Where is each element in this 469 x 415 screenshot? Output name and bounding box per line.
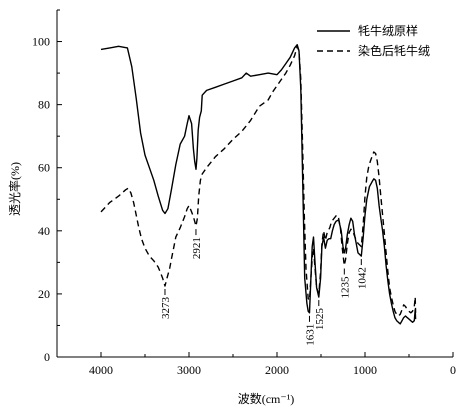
y-tick-label: 60: [38, 161, 50, 175]
legend: 牦牛绒原样 染色后牦牛绒: [317, 23, 430, 58]
annotation-label: 1631: [305, 324, 317, 346]
legend-label-original: 牦牛绒原样: [358, 23, 418, 38]
axes: 4000 3000 2000 1000 0 0 20 40 60 80 100: [32, 9, 456, 377]
y-tick-label: 100: [32, 35, 50, 49]
x-tick-label: 3000: [177, 363, 201, 377]
annotation-label: 2921: [191, 237, 203, 259]
annotation-label: 1525: [314, 308, 326, 331]
legend-label-dyed: 染色后牦牛绒: [358, 43, 430, 58]
x-tick-label: 4000: [89, 363, 113, 377]
y-tick-label: 40: [38, 224, 50, 238]
annotation-label: 3273: [160, 297, 172, 320]
y-tick-label: 80: [38, 98, 50, 112]
x-axis-label: 波数(cm⁻¹): [238, 391, 295, 406]
series-line-original: [100, 44, 417, 325]
series-lines: [100, 44, 417, 325]
x-tick-label: 2000: [265, 363, 289, 377]
y-tick-label: 20: [38, 287, 50, 301]
x-tick-label: 0: [450, 363, 456, 377]
y-axis-label: 透光率(%): [7, 162, 22, 216]
x-tick-label: 1000: [353, 363, 377, 377]
series-line-dyed: [100, 45, 417, 317]
y-tick-label: 0: [44, 350, 50, 364]
annotation-label: 1235: [339, 276, 351, 299]
annotation-label: 1042: [356, 267, 368, 289]
